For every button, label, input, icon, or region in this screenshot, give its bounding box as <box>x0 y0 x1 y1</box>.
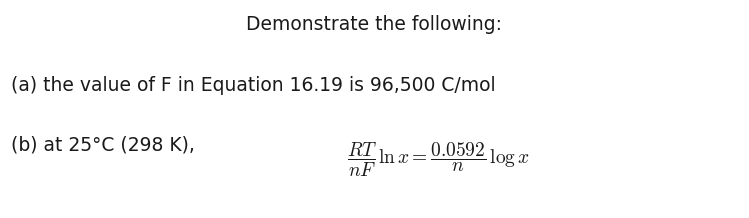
Text: (a) the value of F in Equation 16.19 is 96,500 C/mol: (a) the value of F in Equation 16.19 is … <box>11 76 496 95</box>
Text: $\dfrac{RT}{nF}\,\ln x = \dfrac{0.0592}{n}\,\log x$: $\dfrac{RT}{nF}\,\ln x = \dfrac{0.0592}{… <box>347 141 530 179</box>
Text: (b) at 25°C (298 K),: (b) at 25°C (298 K), <box>11 135 195 154</box>
Text: Demonstrate the following:: Demonstrate the following: <box>246 15 503 34</box>
